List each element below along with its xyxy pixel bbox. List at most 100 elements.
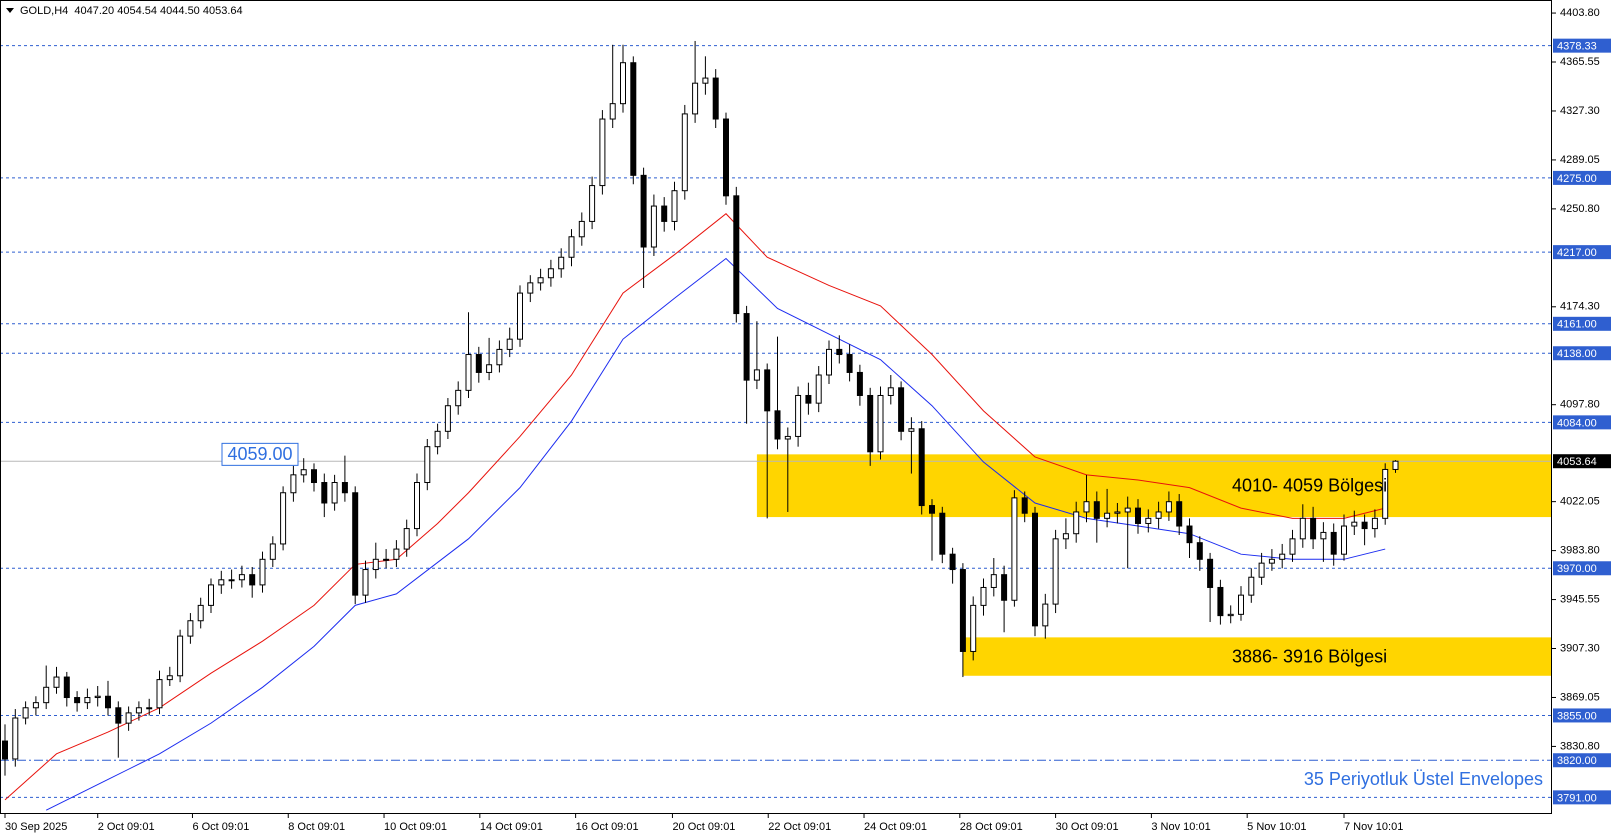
candle-body xyxy=(1124,507,1131,513)
candle-body xyxy=(877,394,884,453)
candle-body xyxy=(929,505,935,514)
candle-body xyxy=(208,584,214,606)
y-tick-label: 4022.05 xyxy=(1560,496,1600,508)
candle-body xyxy=(177,635,184,677)
zone xyxy=(756,454,1552,518)
candle-body xyxy=(465,354,472,391)
level-label: 3791.00 xyxy=(1557,792,1597,804)
candle-body xyxy=(723,118,729,197)
level-label: 4084.00 xyxy=(1557,417,1597,429)
candle-body xyxy=(630,62,637,176)
candle-body xyxy=(341,482,348,494)
x-tick-label: 7 Nov 10:01 xyxy=(1344,821,1403,833)
candle-body xyxy=(444,405,451,432)
candle-body xyxy=(1310,517,1317,540)
candle-body xyxy=(939,512,946,555)
candle-body xyxy=(115,707,122,724)
candle-body xyxy=(434,430,441,448)
candle-body xyxy=(187,620,194,637)
y-tick-label: 4097.80 xyxy=(1560,399,1600,411)
candle-body xyxy=(1093,501,1100,519)
candle-body xyxy=(1001,574,1008,601)
candle-body xyxy=(486,364,493,373)
level-label: 3855.00 xyxy=(1557,710,1597,722)
candle-body xyxy=(908,428,915,432)
candle-body xyxy=(671,190,678,222)
candle-body xyxy=(218,579,225,586)
candle-body xyxy=(1382,468,1389,519)
candle-body xyxy=(1165,501,1172,513)
candle-body xyxy=(1248,576,1255,596)
candle-body xyxy=(424,446,431,484)
level-label-box xyxy=(1553,38,1611,53)
x-tick-label: 8 Oct 09:01 xyxy=(288,821,345,833)
candle-body xyxy=(692,82,699,115)
candle-body xyxy=(1186,525,1193,544)
candle-body xyxy=(1042,603,1049,627)
level-label-box xyxy=(1553,753,1611,768)
candle-body xyxy=(1330,531,1337,555)
candle-body xyxy=(53,676,60,688)
candle-body xyxy=(1176,501,1183,527)
envelope-line xyxy=(45,257,1386,811)
candle-body xyxy=(414,482,420,530)
candle-body xyxy=(383,558,390,561)
candle-body xyxy=(578,220,585,238)
y-tick-label: 4403.80 xyxy=(1560,7,1600,19)
level-label-box xyxy=(1553,415,1611,430)
x-tick-label: 28 Oct 09:01 xyxy=(960,821,1023,833)
x-tick-label: 2 Oct 09:01 xyxy=(98,821,155,833)
candle-body xyxy=(867,394,874,453)
candle-body xyxy=(949,553,956,571)
candle-body xyxy=(475,354,482,373)
candle-body xyxy=(1341,525,1347,555)
candle-body xyxy=(1062,533,1069,540)
candle-body xyxy=(1320,531,1327,540)
candle-body xyxy=(1011,497,1018,601)
candle-body xyxy=(558,256,565,270)
candle-body xyxy=(712,77,719,120)
candle-body xyxy=(496,348,503,366)
candle-body xyxy=(156,679,163,709)
candle-body xyxy=(836,348,843,356)
candle-body xyxy=(1361,521,1368,530)
candle-body xyxy=(753,369,760,381)
candle-body xyxy=(1104,512,1111,519)
level-label-box xyxy=(1553,790,1611,805)
candle-body xyxy=(681,113,688,192)
candle-body xyxy=(1279,553,1286,560)
y-tick-label: 4327.30 xyxy=(1560,105,1600,117)
candle-body xyxy=(105,695,111,709)
candle-body xyxy=(455,389,462,407)
candle-body xyxy=(774,410,781,440)
y-tick-label: 4174.30 xyxy=(1560,301,1600,313)
candle-body xyxy=(1268,558,1275,564)
x-tick-label: 3 Nov 10:01 xyxy=(1151,821,1210,833)
candle-body xyxy=(733,195,740,315)
candle-body xyxy=(2,740,8,760)
candle-body xyxy=(1258,562,1265,578)
candle-body xyxy=(609,103,616,120)
candle-body xyxy=(1196,542,1203,560)
candle-body xyxy=(784,435,791,440)
candle-body xyxy=(311,469,317,484)
candle-body xyxy=(856,371,863,396)
candle-body xyxy=(94,695,101,699)
candle-body xyxy=(84,697,91,704)
x-tick-label: 6 Oct 09:01 xyxy=(192,821,249,833)
x-tick-label: 30 Sep 2025 xyxy=(5,821,67,833)
y-tick-label: 3945.55 xyxy=(1560,593,1600,605)
y-tick-label: 4365.55 xyxy=(1560,56,1600,68)
y-tick-label: 3830.80 xyxy=(1560,740,1600,752)
level-label-box xyxy=(1553,245,1611,260)
price-marker-label: 4059.00 xyxy=(227,444,292,464)
candle-body xyxy=(517,292,523,340)
header: GOLD,H4 4047.20 4054.54 4044.50 4053.64 xyxy=(20,5,243,17)
candle-body xyxy=(959,569,966,652)
envelope-line xyxy=(4,213,1386,801)
level-label: 3820.00 xyxy=(1557,755,1597,767)
candle-body xyxy=(1392,460,1399,470)
candle-body xyxy=(1114,511,1121,514)
y-tick-label: 3869.05 xyxy=(1560,691,1600,703)
